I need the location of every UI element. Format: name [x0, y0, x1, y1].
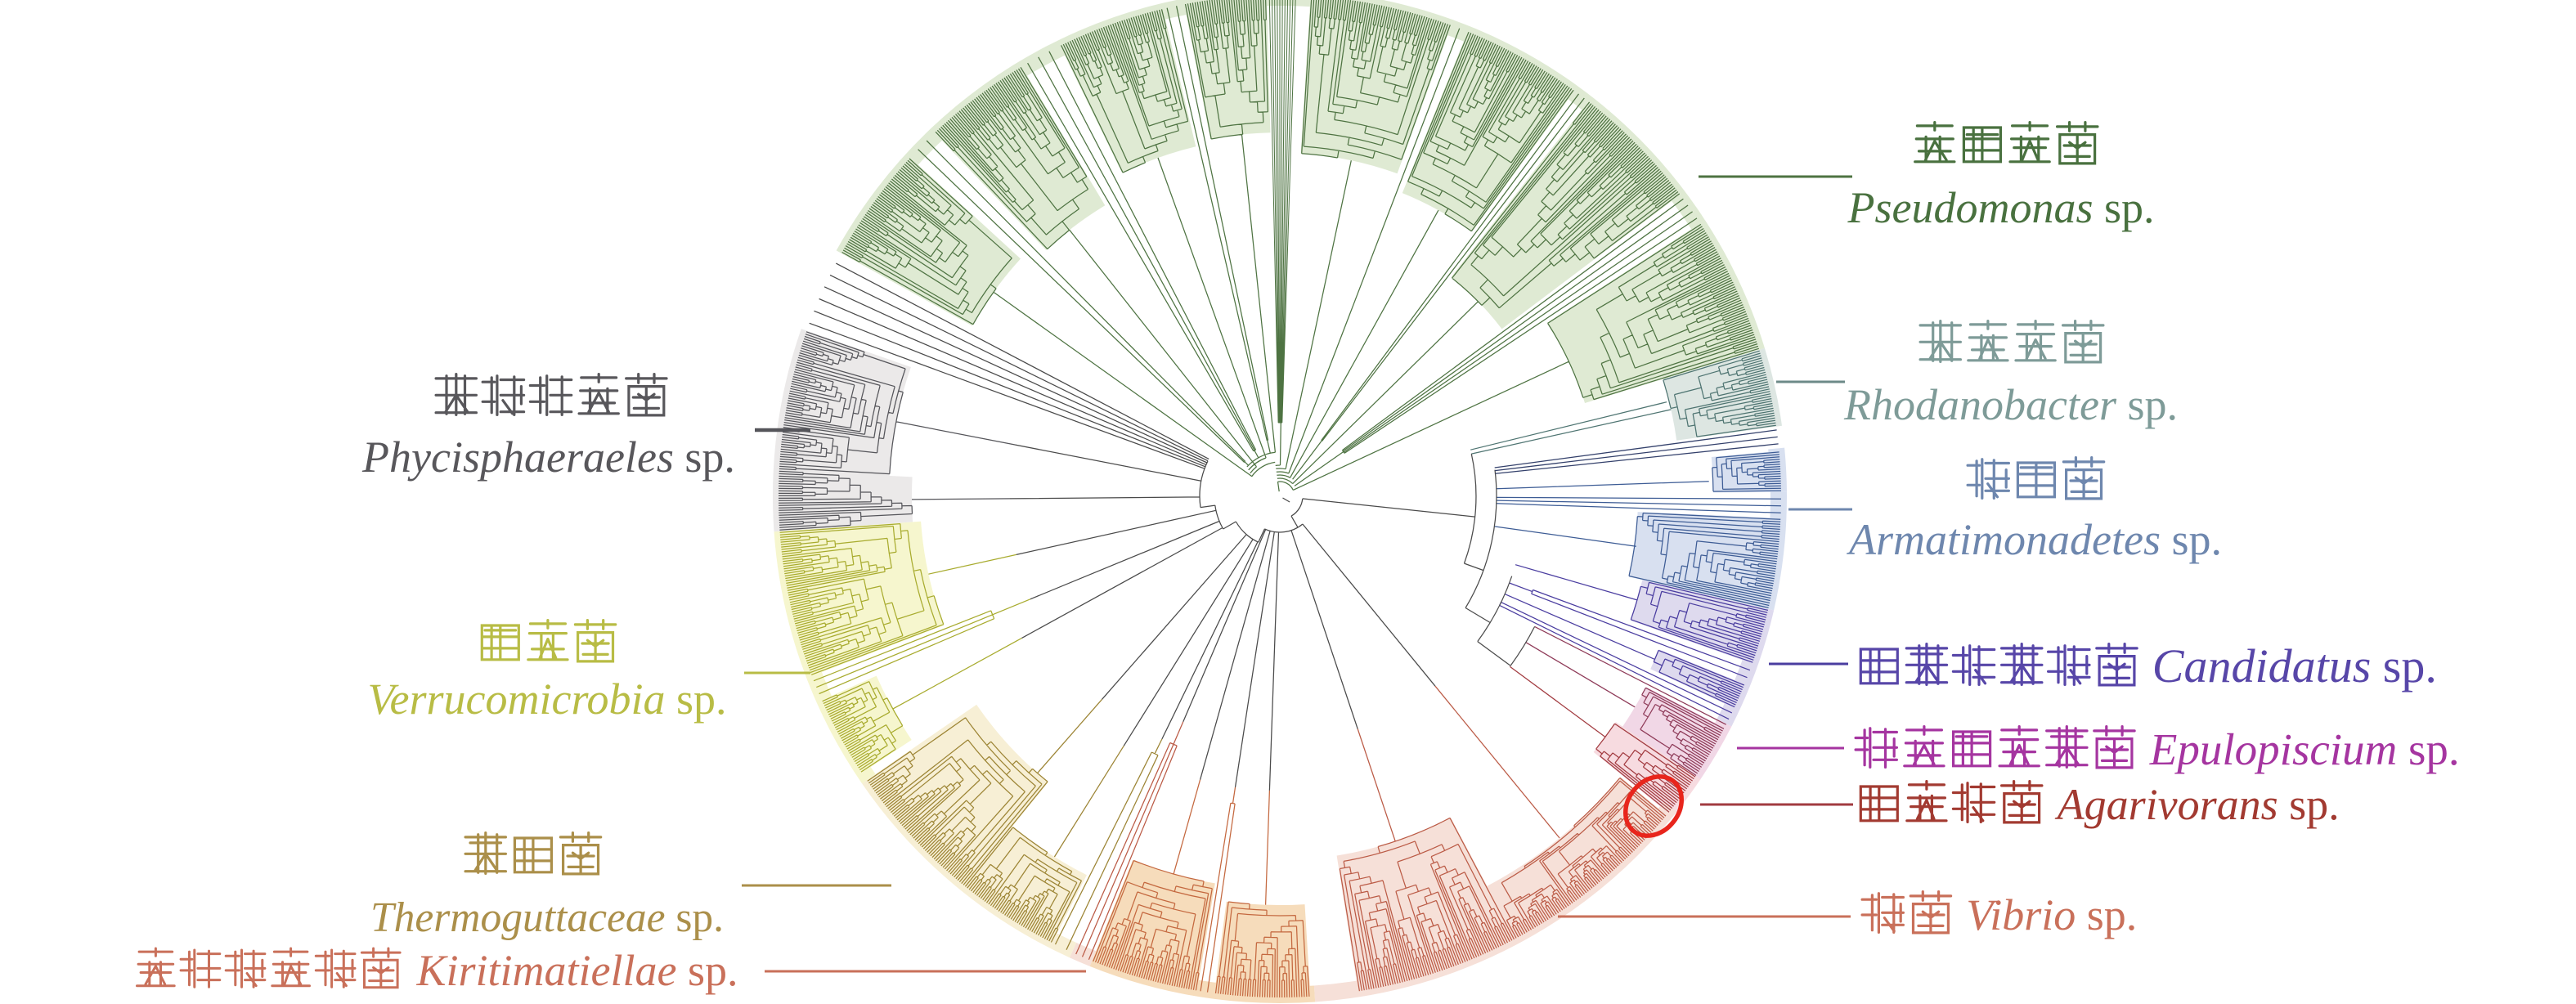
svg-text:Pseudomonas sp.: Pseudomonas sp.: [1847, 183, 2155, 232]
svg-text:Candidatus sp.: Candidatus sp.: [2152, 639, 2437, 692]
svg-text:Epulopiscium sp.: Epulopiscium sp.: [2149, 724, 2460, 774]
svg-text:Kiritimatiellae sp.: Kiritimatiellae sp.: [416, 946, 738, 995]
svg-text:Agarivorans sp.: Agarivorans sp.: [2055, 780, 2340, 829]
svg-text:Armatimonadetes sp.: Armatimonadetes sp.: [1847, 515, 2222, 564]
svg-text:Phycisphaeraeles sp.: Phycisphaeraeles sp.: [361, 433, 735, 482]
svg-text:Thermoguttaceae sp.: Thermoguttaceae sp.: [370, 894, 724, 941]
svg-text:Rhodanobacter sp.: Rhodanobacter sp.: [1843, 380, 2178, 429]
svg-text:Vibrio sp.: Vibrio sp.: [1966, 890, 2137, 939]
svg-text:Verrucomicrobia sp.: Verrucomicrobia sp.: [368, 675, 727, 724]
